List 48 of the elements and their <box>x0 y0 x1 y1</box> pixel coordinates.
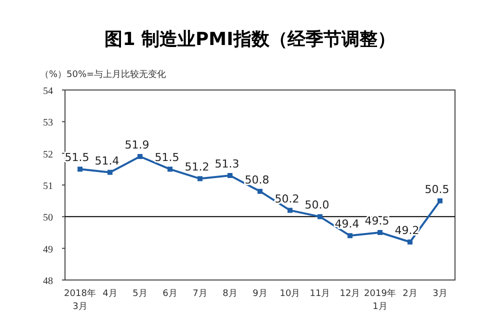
x-tick-label: 8月 <box>222 289 238 299</box>
x-tick-label: 9月 <box>252 289 268 299</box>
data-label: 51.3 <box>214 158 240 170</box>
x-tick-label: 2月 <box>402 289 418 299</box>
point <box>228 173 232 178</box>
y-tick-label: 48 <box>43 276 53 287</box>
x-tick-label: 3月 <box>432 289 448 299</box>
chart-title: 图1 制造业PMI指数（经季节调整） <box>104 29 396 50</box>
x-tick-label: 6月 <box>162 289 178 299</box>
point <box>78 166 82 172</box>
x-tick-label: 2018年 3月 <box>64 288 96 312</box>
data-label: 49.2 <box>394 224 420 237</box>
y-tick-label: 53 <box>43 118 53 129</box>
x-tick-label: 2019年 1月 <box>364 288 396 312</box>
y-tick-label: 51 <box>43 181 53 192</box>
point <box>198 176 202 182</box>
point <box>318 214 322 220</box>
data-label: 49.4 <box>334 218 360 231</box>
data-label: 50.8 <box>244 173 270 186</box>
x-tick-label: 11月 <box>310 289 330 299</box>
point <box>288 208 292 213</box>
point <box>258 188 262 194</box>
data-label: 51.4 <box>94 154 120 168</box>
point <box>348 233 352 238</box>
point <box>168 166 172 172</box>
x-tick-label: 10月 <box>280 289 300 299</box>
x-tick-label: 4月 <box>102 289 118 299</box>
point <box>138 154 142 159</box>
y-tick-label: 52 <box>43 149 53 160</box>
x-tick-label: 5月 <box>132 289 148 299</box>
point <box>378 230 382 235</box>
data-label: 51.2 <box>184 160 210 174</box>
point <box>408 240 412 244</box>
data-label: 50.2 <box>274 192 300 206</box>
data-label: 51.5 <box>154 151 180 164</box>
data-label: 51.9 <box>124 138 150 152</box>
x-tick-label: 12月 <box>340 289 360 299</box>
point <box>438 198 442 204</box>
data-label: 51.5 <box>64 151 90 164</box>
point <box>108 170 112 175</box>
y-tick-label: 54 <box>43 86 53 97</box>
y-axis-title: （%）50%=与上月比较无变化 <box>40 69 166 80</box>
data-label: 49.5 <box>364 214 390 228</box>
data-label: 50.5 <box>424 182 450 196</box>
data-label: 50.0 <box>304 198 330 212</box>
x-tick-label: 7月 <box>192 289 208 299</box>
y-tick-label: 50 <box>43 212 53 224</box>
y-tick-label: 49 <box>43 244 53 256</box>
